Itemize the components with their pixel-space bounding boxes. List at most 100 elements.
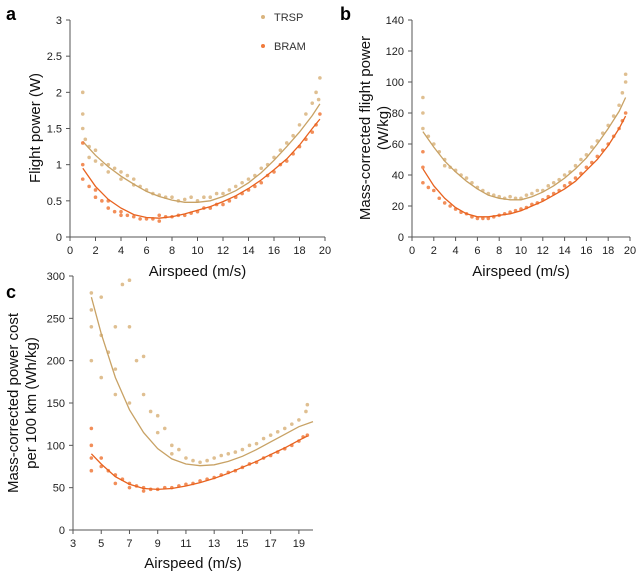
panel-a-bram-point [125,213,130,218]
panel-b-bram-point [448,204,452,208]
panel-a-bram-point [87,184,91,189]
panel-b-bram-point [437,196,442,201]
panel-c-trsp-point [198,460,202,465]
panel-c-trsp-point [297,418,301,422]
panel-a-trsp-point [227,188,232,192]
panel-c-trsp-point [170,443,174,448]
panel-a-x-tick-label: 16 [268,245,280,257]
panel-c-bram-point [89,426,94,431]
panel-c-trsp-point [155,413,160,418]
panel-a-bram-point [221,202,225,207]
panel-b-bram-point [481,216,485,221]
panel-b-x-tick-label: 6 [474,245,480,257]
panel-a-trsp-point [106,170,111,174]
panel-letter-b: b [340,4,351,24]
panel-b-trsp-point [530,191,534,196]
panel-b-bram-point [442,201,447,205]
panel-b-trsp-point [620,91,625,95]
panel-c-trsp-point [113,367,118,371]
panel-a-trsp-point [208,195,213,200]
panel-c-trsp-point [113,392,118,397]
panel-c-bram-point [113,481,118,486]
panel-a-bram-point [93,188,98,192]
panel-c-trsp-point [240,447,245,452]
panel-b-x-tick-label: 16 [580,245,592,257]
panel-a-bram-point [119,209,123,214]
panel-c-x-tick-label: 7 [126,538,132,550]
panel-b-bram-point [432,188,436,193]
panel-a-x-tick-label: 12 [217,245,229,257]
panel-a-bram-point [227,199,232,203]
panel-c-trsp-point [134,358,139,363]
panel-c-trsp-point [141,354,146,359]
panel-a-trsp-point [112,166,117,171]
panel-a-trsp-point [100,162,104,167]
panel-a-bram-point [80,141,85,145]
panel-a-trsp-point [125,173,130,178]
panel-a-trsp-point [93,148,98,152]
panel-c-bram-fit-line [90,435,308,491]
panel-c-x-tick-label: 11 [180,538,191,550]
panel-b-trsp-point [442,163,447,168]
panel-b-x-tick-label: 14 [558,245,570,257]
panel-b-trsp-point [513,196,518,201]
panel-b-y-tick-label: 80 [392,108,404,120]
panel-a-x-tick-label: 10 [191,245,203,257]
panel-b-bram-point [623,111,628,115]
panel-a-trsp-point [259,166,264,171]
panel-a-trsp-point [240,180,244,185]
panel-c-trsp-point [275,429,280,434]
panel-c-trsp-point [233,450,238,454]
panel-c-trsp-point [148,409,153,414]
panel-a-trsp-point [272,155,276,160]
panel-b-bram-point [421,149,425,154]
panel-c-y-axis-label: Mass-corrected power costper 100 km (Wh/… [5,312,40,493]
panel-c-trsp-point [305,402,310,407]
panel-c-bram-point [89,443,94,448]
panel-c-y-tick-label: 0 [59,525,65,537]
panel-a-trsp-point [189,195,193,200]
panel-a-trsp-point [304,112,308,116]
panel-c-trsp-point [141,392,146,397]
panel-c-y-tick-label: 300 [47,271,65,283]
panel-b-trsp-point [421,95,425,100]
panel-b-x-tick-label: 18 [602,245,614,257]
panel-a-x-axis-label: Airspeed (m/s) [149,263,247,280]
panel-c-x-axis-label: Airspeed (m/s) [144,555,242,572]
panel-a-y-tick-label: 1 [56,160,62,172]
panel-b-trsp-point [535,188,540,193]
panel-b-y-tick-label: 140 [386,15,404,27]
panel-b-trsp-point [579,157,583,162]
panel-a-y-tick-label: 0.5 [47,196,62,208]
panel-a-trsp-point [246,177,251,181]
panel-c-trsp-point [177,447,181,452]
panel-letter-c: c [6,282,16,302]
panel-b-bram-point [475,216,480,221]
panel-b-x-tick-label: 2 [431,245,437,257]
panel-a-trsp-point [310,101,315,105]
panel-c-trsp-point [113,325,118,329]
panel-a-trsp-fit-line [82,103,321,203]
panel-c-trsp-point [191,458,195,463]
panel-b-bram-point [562,184,567,188]
panel-a-x-tick-label: 8 [169,245,175,257]
panel-a-bram-point [80,162,85,167]
panel-c-trsp-point [127,278,132,283]
panel-b-x-tick-label: 8 [496,245,502,257]
panel-a-bram-point [106,206,111,210]
panel-c-trsp-point [120,282,125,287]
legend-marker-trsp [261,15,265,19]
panel-b-trsp-point [590,145,594,149]
panel-c-trsp-point [127,325,132,329]
panel-c-trsp-point [155,430,160,435]
panel-a-bram-point [119,213,123,218]
panel-a-trsp-point [93,159,98,163]
panel-b-x-tick-label: 0 [409,245,415,257]
panel-c-trsp-point [304,409,308,414]
panel-c-trsp-point [89,291,94,295]
panel-c-trsp-point [184,456,188,460]
panel-a-bram-point [259,180,264,185]
panel-a-bram-point [93,195,98,200]
panel-b-x-axis-label: Airspeed (m/s) [472,263,570,280]
panel-c-bram-point [127,485,132,490]
